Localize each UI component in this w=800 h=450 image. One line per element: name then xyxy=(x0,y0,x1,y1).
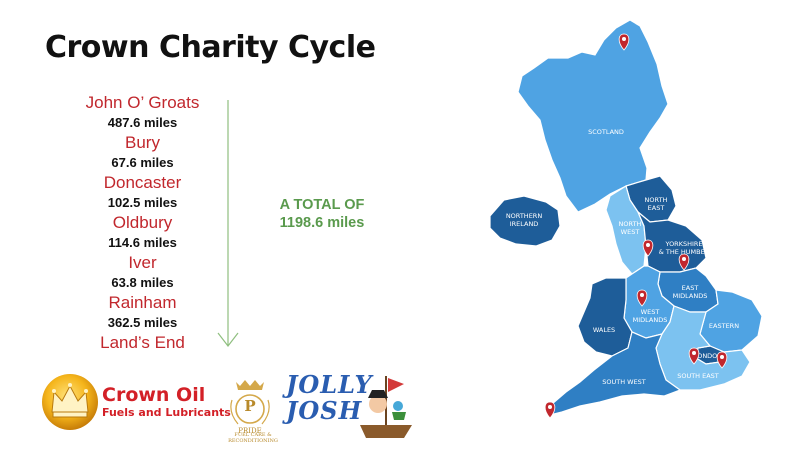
label-northern-ireland-2: IRELAND xyxy=(510,220,539,228)
pride-logo: P PRIDE xyxy=(226,398,274,436)
jolly-josh-line2: JOSH xyxy=(286,396,363,425)
pin-iver-icon xyxy=(688,347,700,365)
route-stop: Land’s End xyxy=(100,333,185,352)
pin-doncaster-icon xyxy=(678,253,690,271)
label-eastern: EASTERN xyxy=(709,322,739,330)
region-northern-ireland xyxy=(489,195,561,247)
label-london: LONDON xyxy=(694,352,722,360)
route-distance: 362.5 miles xyxy=(107,315,178,330)
pride-name: PRIDE xyxy=(238,427,262,435)
pin-oldbury-icon xyxy=(636,289,648,307)
pin-lands-end-icon xyxy=(544,401,556,419)
region-scotland xyxy=(517,19,669,213)
pride-tagline: FUEL CARE & RECONDITIONING xyxy=(228,432,278,444)
label-west-midlands: WEST xyxy=(641,308,660,316)
pin-bury-icon xyxy=(642,239,654,257)
pin-rainham-icon xyxy=(716,351,728,369)
label-north-west: NORTH xyxy=(619,220,642,228)
label-east-midlands: EAST xyxy=(682,284,699,292)
route-distance: 102.5 miles xyxy=(107,195,178,210)
label-south-west: SOUTH WEST xyxy=(602,378,646,386)
down-arrow-icon xyxy=(217,100,239,347)
label-northern-ireland: NORTHERN xyxy=(506,212,543,220)
jolly-josh-line1: JOLLY xyxy=(286,370,373,399)
route-stop: Doncaster xyxy=(103,173,182,192)
label-north-east-2: EAST xyxy=(648,204,665,212)
total-label: A TOTAL OF xyxy=(279,197,365,213)
pin-john-o-groats-icon xyxy=(618,33,630,51)
region-south-west xyxy=(544,331,682,417)
jolly-josh-logo-icon xyxy=(360,376,412,438)
route-distance: 63.8 miles xyxy=(111,275,174,290)
label-east-midlands-2: MIDLANDS xyxy=(673,292,708,300)
label-scotland: SCOTLAND xyxy=(588,128,624,136)
route-stop: Iver xyxy=(128,253,157,272)
region-wales xyxy=(577,277,633,357)
label-wales: WALES xyxy=(593,326,615,334)
label-yorkshire-2: & THE HUMBER xyxy=(659,248,710,256)
route-list: John O’ Groats 487.6 miles Bury 67.6 mil… xyxy=(60,93,225,353)
crown-oil-tagline: Fuels and Lubricants xyxy=(102,406,231,419)
crown-oil-logo-icon xyxy=(42,374,98,430)
route-distance: 67.6 miles xyxy=(111,155,174,170)
jolly-josh-logo: JOLLY JOSH xyxy=(286,372,373,424)
label-yorkshire: YORKSHIRE xyxy=(664,240,702,248)
route-distance: 114.6 miles xyxy=(108,235,177,250)
total-distance: A TOTAL OF 1198.6 miles xyxy=(262,196,382,232)
crown-oil-name: Crown Oil xyxy=(102,384,206,406)
page-title: Crown Charity Cycle xyxy=(45,30,376,65)
total-value: 1198.6 miles xyxy=(279,215,365,231)
route-stop: Rainham xyxy=(108,293,177,312)
label-west-midlands-2: MIDLANDS xyxy=(633,316,668,324)
pride-logo-icon xyxy=(230,380,270,425)
pride-letter: P xyxy=(244,397,256,415)
route-distance: 487.6 miles xyxy=(107,115,178,130)
label-north-west-2: WEST xyxy=(621,228,640,236)
crown-oil-logo: Crown Oil Fuels and Lubricants xyxy=(102,384,231,420)
route-stop: John O’ Groats xyxy=(85,93,200,112)
route-stop: Bury xyxy=(125,133,160,152)
label-north-east: NORTH xyxy=(645,196,668,204)
label-south-east: SOUTH EAST xyxy=(677,372,719,380)
route-stop: Oldbury xyxy=(112,213,173,232)
